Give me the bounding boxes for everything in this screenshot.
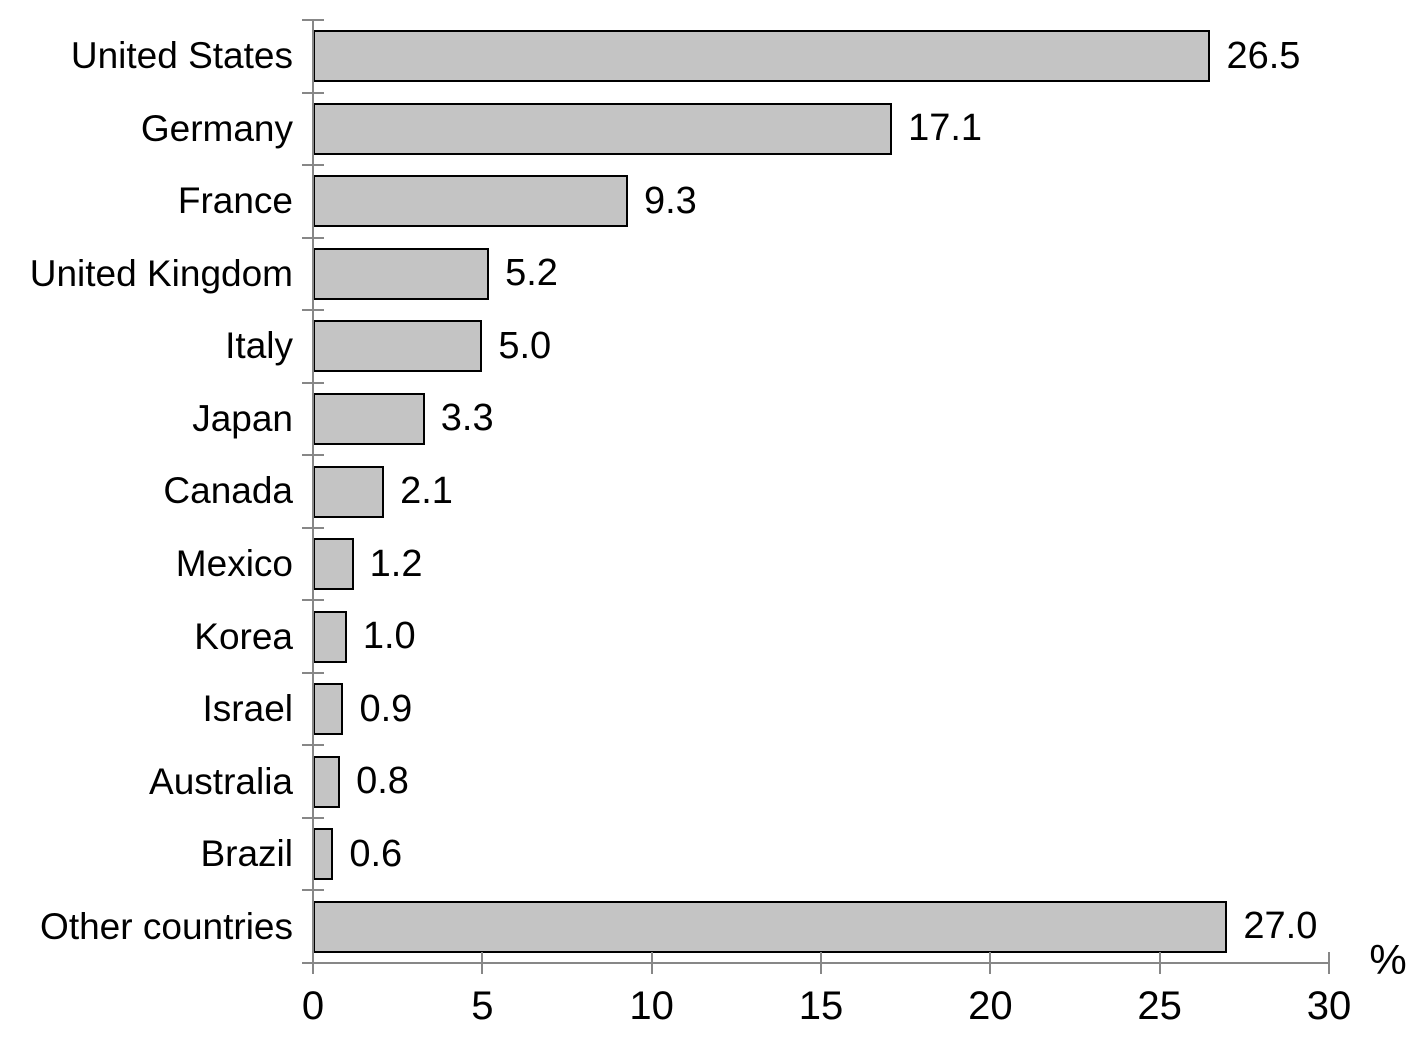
y-axis-tick xyxy=(302,91,324,94)
x-tick-label: 15 xyxy=(798,984,844,1028)
y-axis-tick xyxy=(302,309,324,312)
x-tick-label: 20 xyxy=(968,984,1013,1028)
bar xyxy=(313,755,341,808)
y-axis-tick xyxy=(302,671,324,674)
y-axis-tick xyxy=(302,454,324,457)
x-axis-tick xyxy=(312,952,314,974)
y-axis-tick xyxy=(302,599,324,602)
category-label: Israel xyxy=(202,688,293,730)
x-axis-tick xyxy=(989,952,992,974)
category-label: Korea xyxy=(194,615,293,657)
category-label: Brazil xyxy=(200,833,293,875)
bar xyxy=(313,392,425,445)
value-label: 0.8 xyxy=(356,760,409,803)
y-axis-tick xyxy=(302,744,324,747)
category-label: Japan xyxy=(192,397,293,439)
category-label: France xyxy=(177,180,293,222)
y-axis-tick xyxy=(302,889,324,892)
x-axis-tick xyxy=(650,952,653,974)
category-label: Germany xyxy=(140,107,293,149)
y-axis-tick xyxy=(302,526,324,529)
category-label: Canada xyxy=(163,470,293,512)
x-tick-label: 10 xyxy=(629,984,674,1028)
x-tick-label: 0 xyxy=(301,984,325,1028)
value-label: 3.3 xyxy=(440,397,494,440)
value-label: 9.3 xyxy=(643,179,697,222)
x-axis-tick xyxy=(1328,952,1330,974)
value-label: 5.2 xyxy=(505,252,558,295)
bar xyxy=(313,900,1228,953)
bar xyxy=(313,828,334,881)
x-axis-unit-label: % xyxy=(1369,936,1407,983)
category-label: Australia xyxy=(149,760,293,802)
bar xyxy=(313,683,344,736)
value-label: 5.0 xyxy=(498,324,552,367)
value-label: 2.1 xyxy=(400,469,453,512)
value-label: 1.2 xyxy=(369,542,423,585)
bar xyxy=(313,538,354,591)
y-axis-tick xyxy=(302,164,324,167)
bar xyxy=(313,175,628,228)
bar xyxy=(313,610,347,663)
y-axis-tick xyxy=(302,19,324,21)
bar xyxy=(313,102,893,155)
bar xyxy=(313,320,483,373)
x-tick-label: 25 xyxy=(1137,984,1182,1028)
value-label: 26.5 xyxy=(1226,34,1301,77)
x-axis-tick xyxy=(820,952,822,974)
category-label: United States xyxy=(70,35,293,77)
x-axis-tick xyxy=(481,952,484,974)
y-axis-tick xyxy=(302,816,324,819)
bar xyxy=(313,465,385,518)
value-label: 0.9 xyxy=(359,687,413,730)
value-label: 27.0 xyxy=(1243,905,1318,948)
value-label: 1.0 xyxy=(362,615,416,658)
value-label: 0.6 xyxy=(349,832,403,875)
bar xyxy=(313,247,490,300)
y-axis-tick xyxy=(302,381,324,384)
value-label: 17.1 xyxy=(908,107,983,150)
category-label: Italy xyxy=(225,325,293,367)
y-axis-line xyxy=(312,20,314,963)
category-label: Mexico xyxy=(175,543,293,585)
x-tick-label: 30 xyxy=(1306,984,1352,1028)
x-axis-tick xyxy=(1158,952,1161,974)
bar xyxy=(313,30,1211,83)
x-tick-label: 5 xyxy=(471,984,494,1028)
category-label: United Kingdom xyxy=(29,252,293,294)
y-axis-tick xyxy=(302,236,324,239)
category-label: Other countries xyxy=(40,905,293,947)
